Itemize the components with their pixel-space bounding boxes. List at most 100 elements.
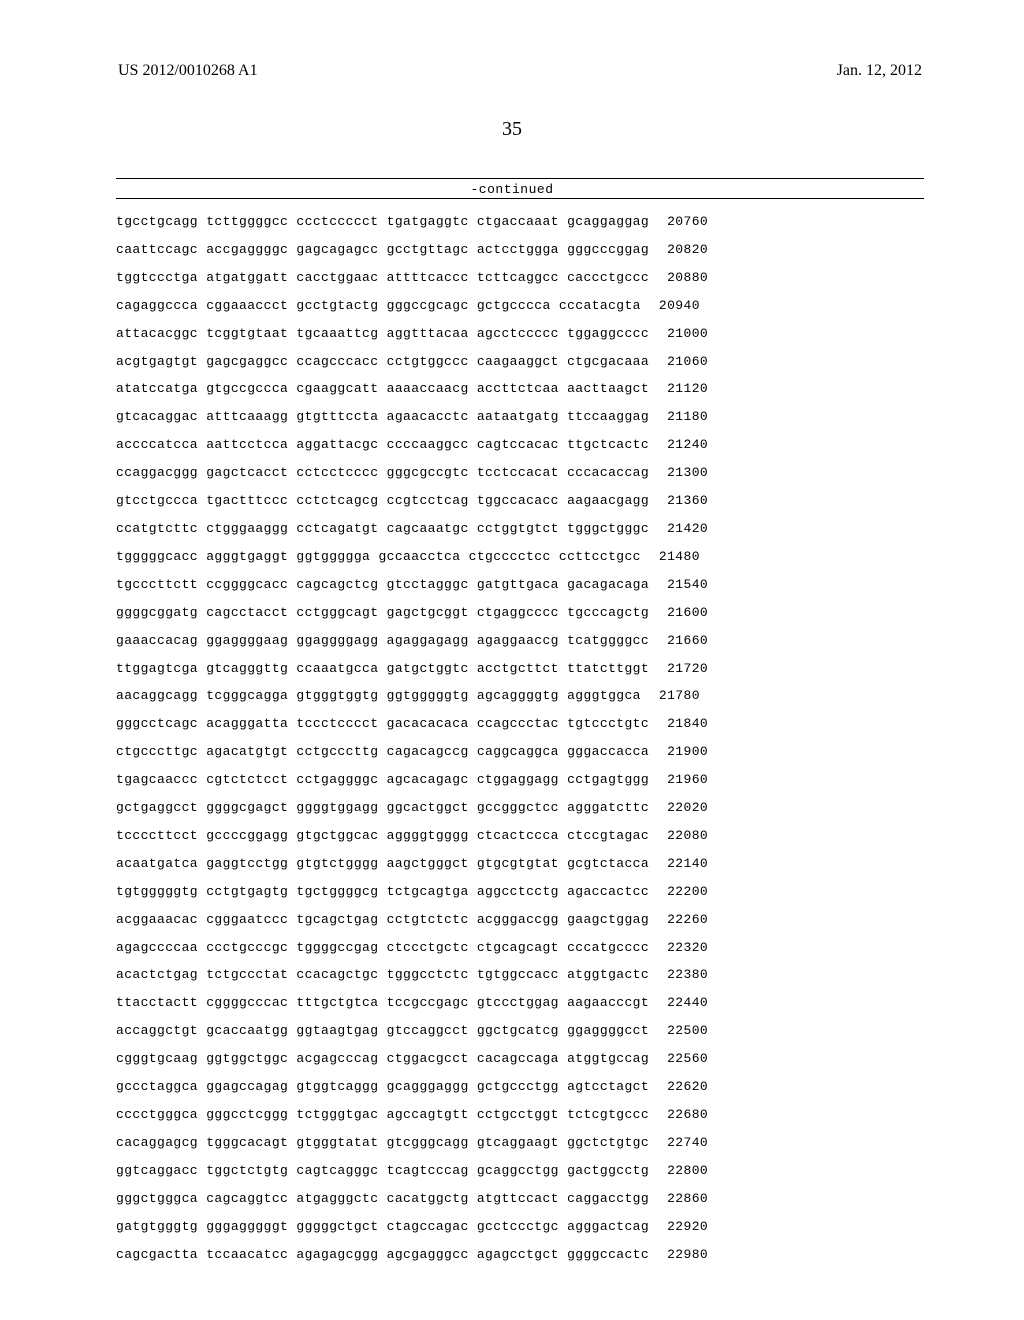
sequence-groups: ctgcccttgc agacatgtgt cctgcccttg cagacag… bbox=[116, 738, 649, 766]
sequence-groups: ccaggacggg gagctcacct cctcctcccc gggcgcc… bbox=[116, 459, 649, 487]
sequence-position: 21840 bbox=[649, 710, 708, 738]
sequence-groups: tgagcaaccc cgtctctcct cctgaggggc agcacag… bbox=[116, 766, 649, 794]
publication-number: US 2012/0010268 A1 bbox=[118, 62, 258, 80]
sequence-listing: tgcctgcagg tcttggggcc ccctccccct tgatgag… bbox=[116, 208, 924, 1268]
sequence-position: 22140 bbox=[649, 850, 708, 878]
sequence-position: 21900 bbox=[649, 738, 708, 766]
sequence-groups: cagaggccca cggaaaccct gcctgtactg gggccgc… bbox=[116, 292, 641, 320]
sequence-position: 20940 bbox=[641, 292, 700, 320]
sequence-position: 21240 bbox=[649, 431, 708, 459]
publication-date: Jan. 12, 2012 bbox=[837, 62, 922, 80]
sequence-row: accaggctgt gcaccaatgg ggtaagtgag gtccagg… bbox=[116, 1017, 924, 1045]
sequence-row: acactctgag tctgccctat ccacagctgc tgggcct… bbox=[116, 961, 924, 989]
sequence-groups: cgggtgcaag ggtggctggc acgagcccag ctggacg… bbox=[116, 1045, 649, 1073]
sequence-groups: tggtccctga atgatggatt cacctggaac attttca… bbox=[116, 264, 649, 292]
sequence-groups: gctgaggcct ggggcgagct ggggtggagg ggcactg… bbox=[116, 794, 649, 822]
sequence-row: gtcctgccca tgactttccc cctctcagcg ccgtcct… bbox=[116, 487, 924, 515]
continued-label: -continued bbox=[0, 182, 1024, 197]
sequence-position: 22980 bbox=[649, 1241, 708, 1269]
sequence-row: gatgtgggtg gggagggggt gggggctgct ctagcca… bbox=[116, 1213, 924, 1241]
sequence-position: 21420 bbox=[649, 515, 708, 543]
sequence-position: 20820 bbox=[649, 236, 708, 264]
sequence-position: 22080 bbox=[649, 822, 708, 850]
sequence-groups: acggaaacac cgggaatccc tgcagctgag cctgtct… bbox=[116, 906, 649, 934]
sequence-groups: gggcctcagc acagggatta tccctcccct gacacac… bbox=[116, 710, 649, 738]
sequence-groups: gtcctgccca tgactttccc cctctcagcg ccgtcct… bbox=[116, 487, 649, 515]
sequence-position: 22560 bbox=[649, 1045, 708, 1073]
sequence-groups: gaaaccacag ggaggggaag ggaggggagg agaggag… bbox=[116, 627, 649, 655]
sequence-groups: aacaggcagg tcgggcagga gtgggtggtg ggtgggg… bbox=[116, 682, 641, 710]
sequence-groups: ggggcggatg cagcctacct cctgggcagt gagctgc… bbox=[116, 599, 649, 627]
sequence-groups: caattccagc accgaggggc gagcagagcc gcctgtt… bbox=[116, 236, 649, 264]
sequence-position: 22740 bbox=[649, 1129, 708, 1157]
sequence-groups: accaggctgt gcaccaatgg ggtaagtgag gtccagg… bbox=[116, 1017, 649, 1045]
sequence-position: 21600 bbox=[649, 599, 708, 627]
sequence-row: aacaggcagg tcgggcagga gtgggtggtg ggtgggg… bbox=[116, 682, 924, 710]
sequence-position: 22320 bbox=[649, 934, 708, 962]
sequence-groups: tgggggcacc agggtgaggt ggtggggga gccaacct… bbox=[116, 543, 641, 571]
sequence-row: cgggtgcaag ggtggctggc acgagcccag ctggacg… bbox=[116, 1045, 924, 1073]
sequence-row: tccccttcct gccccggagg gtgctggcac aggggtg… bbox=[116, 822, 924, 850]
sequence-row: tggtccctga atgatggatt cacctggaac attttca… bbox=[116, 264, 924, 292]
sequence-row: gccctaggca ggagccagag gtggtcaggg gcaggga… bbox=[116, 1073, 924, 1101]
patent-page: US 2012/0010268 A1 Jan. 12, 2012 35 -con… bbox=[0, 0, 1024, 1320]
sequence-groups: ttacctactt cggggcccac tttgctgtca tccgccg… bbox=[116, 989, 649, 1017]
sequence-row: cagcgactta tccaacatcc agagagcggg agcgagg… bbox=[116, 1241, 924, 1269]
sequence-position: 22200 bbox=[649, 878, 708, 906]
sequence-position: 21180 bbox=[649, 403, 708, 431]
sequence-groups: ccatgtcttc ctgggaaggg cctcagatgt cagcaaa… bbox=[116, 515, 649, 543]
sequence-groups: cccctgggca gggcctcggg tctgggtgac agccagt… bbox=[116, 1101, 649, 1129]
sequence-position: 21300 bbox=[649, 459, 708, 487]
sequence-row: agagccccaa ccctgcccgc tggggccgag ctccctg… bbox=[116, 934, 924, 962]
page-header: US 2012/0010268 A1 Jan. 12, 2012 bbox=[0, 62, 1024, 80]
sequence-position: 21540 bbox=[649, 571, 708, 599]
sequence-groups: gggctgggca cagcaggtcc atgagggctc cacatgg… bbox=[116, 1185, 649, 1213]
sequence-position: 20760 bbox=[649, 208, 708, 236]
sequence-position: 21000 bbox=[649, 320, 708, 348]
sequence-row: ggtcaggacc tggctctgtg cagtcagggc tcagtcc… bbox=[116, 1157, 924, 1185]
sequence-row: accccatcca aattcctcca aggattacgc ccccaag… bbox=[116, 431, 924, 459]
sequence-row: acggaaacac cgggaatccc tgcagctgag cctgtct… bbox=[116, 906, 924, 934]
sequence-groups: tgcctgcagg tcttggggcc ccctccccct tgatgag… bbox=[116, 208, 649, 236]
sequence-groups: gccctaggca ggagccagag gtggtcaggg gcaggga… bbox=[116, 1073, 649, 1101]
sequence-groups: acgtgagtgt gagcgaggcc ccagcccacc cctgtgg… bbox=[116, 348, 649, 376]
sequence-position: 21480 bbox=[641, 543, 700, 571]
sequence-row: acaatgatca gaggtcctgg gtgtctgggg aagctgg… bbox=[116, 850, 924, 878]
sequence-position: 22620 bbox=[649, 1073, 708, 1101]
sequence-position: 22260 bbox=[649, 906, 708, 934]
sequence-groups: tccccttcct gccccggagg gtgctggcac aggggtg… bbox=[116, 822, 649, 850]
sequence-position: 21780 bbox=[641, 682, 700, 710]
sequence-row: ttacctactt cggggcccac tttgctgtca tccgccg… bbox=[116, 989, 924, 1017]
sequence-groups: acactctgag tctgccctat ccacagctgc tgggcct… bbox=[116, 961, 649, 989]
sequence-row: tgagcaaccc cgtctctcct cctgaggggc agcacag… bbox=[116, 766, 924, 794]
sequence-row: cccctgggca gggcctcggg tctgggtgac agccagt… bbox=[116, 1101, 924, 1129]
sequence-position: 22920 bbox=[649, 1213, 708, 1241]
sequence-row: tgcctgcagg tcttggggcc ccctccccct tgatgag… bbox=[116, 208, 924, 236]
sequence-row: attacacggc tcggtgtaat tgcaaattcg aggttta… bbox=[116, 320, 924, 348]
sequence-groups: attacacggc tcggtgtaat tgcaaattcg aggttta… bbox=[116, 320, 649, 348]
rule-above-continued bbox=[116, 178, 924, 179]
sequence-row: acgtgagtgt gagcgaggcc ccagcccacc cctgtgg… bbox=[116, 348, 924, 376]
sequence-groups: accccatcca aattcctcca aggattacgc ccccaag… bbox=[116, 431, 649, 459]
sequence-row: tgtgggggtg cctgtgagtg tgctggggcg tctgcag… bbox=[116, 878, 924, 906]
sequence-groups: ggtcaggacc tggctctgtg cagtcagggc tcagtcc… bbox=[116, 1157, 649, 1185]
sequence-position: 22020 bbox=[649, 794, 708, 822]
sequence-position: 21960 bbox=[649, 766, 708, 794]
sequence-row: gaaaccacag ggaggggaag ggaggggagg agaggag… bbox=[116, 627, 924, 655]
sequence-position: 22800 bbox=[649, 1157, 708, 1185]
sequence-row: ggggcggatg cagcctacct cctgggcagt gagctgc… bbox=[116, 599, 924, 627]
sequence-row: ttggagtcga gtcagggttg ccaaatgcca gatgctg… bbox=[116, 655, 924, 683]
sequence-row: caattccagc accgaggggc gagcagagcc gcctgtt… bbox=[116, 236, 924, 264]
sequence-row: tgggggcacc agggtgaggt ggtggggga gccaacct… bbox=[116, 543, 924, 571]
sequence-row: gggctgggca cagcaggtcc atgagggctc cacatgg… bbox=[116, 1185, 924, 1213]
sequence-row: cacaggagcg tgggcacagt gtgggtatat gtcgggc… bbox=[116, 1129, 924, 1157]
page-number: 35 bbox=[0, 118, 1024, 141]
rule-below-continued bbox=[116, 198, 924, 199]
sequence-row: ccatgtcttc ctgggaaggg cctcagatgt cagcaaa… bbox=[116, 515, 924, 543]
sequence-row: gggcctcagc acagggatta tccctcccct gacacac… bbox=[116, 710, 924, 738]
sequence-row: gtcacaggac atttcaaagg gtgtttccta agaacac… bbox=[116, 403, 924, 431]
sequence-row: ctgcccttgc agacatgtgt cctgcccttg cagacag… bbox=[116, 738, 924, 766]
sequence-position: 22860 bbox=[649, 1185, 708, 1213]
sequence-row: atatccatga gtgccgccca cgaaggcatt aaaacca… bbox=[116, 375, 924, 403]
sequence-groups: cacaggagcg tgggcacagt gtgggtatat gtcgggc… bbox=[116, 1129, 649, 1157]
